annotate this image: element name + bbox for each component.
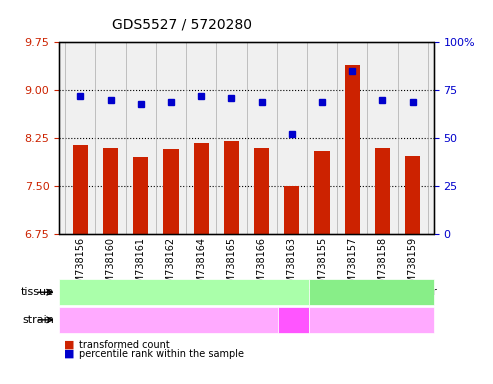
Text: transformed count: transformed count: [79, 340, 170, 350]
Bar: [103, 148, 118, 234]
Bar: [73, 145, 88, 234]
Text: ■: ■: [64, 340, 74, 350]
Bar: [224, 141, 239, 234]
Bar: [284, 186, 299, 234]
Bar: [405, 156, 420, 234]
Bar: [194, 143, 209, 234]
Bar: [133, 157, 148, 234]
Text: A/J: A/J: [162, 315, 175, 325]
Text: rhabdomyosarcoma tumor: rhabdomyosarcoma tumor: [307, 287, 436, 297]
Text: ■: ■: [64, 349, 74, 359]
Text: tissue: tissue: [21, 287, 54, 297]
Bar: [315, 151, 330, 234]
Bar: [375, 148, 390, 234]
Bar: [254, 148, 269, 234]
Text: GDS5527 / 5720280: GDS5527 / 5720280: [112, 17, 252, 31]
Text: BALB
/c: BALB /c: [281, 309, 306, 331]
Text: strain: strain: [22, 315, 54, 325]
Bar: [345, 65, 360, 234]
Text: A/J: A/J: [365, 315, 378, 325]
Text: percentile rank within the sample: percentile rank within the sample: [79, 349, 244, 359]
Bar: [163, 149, 178, 234]
Text: control: control: [167, 287, 201, 297]
